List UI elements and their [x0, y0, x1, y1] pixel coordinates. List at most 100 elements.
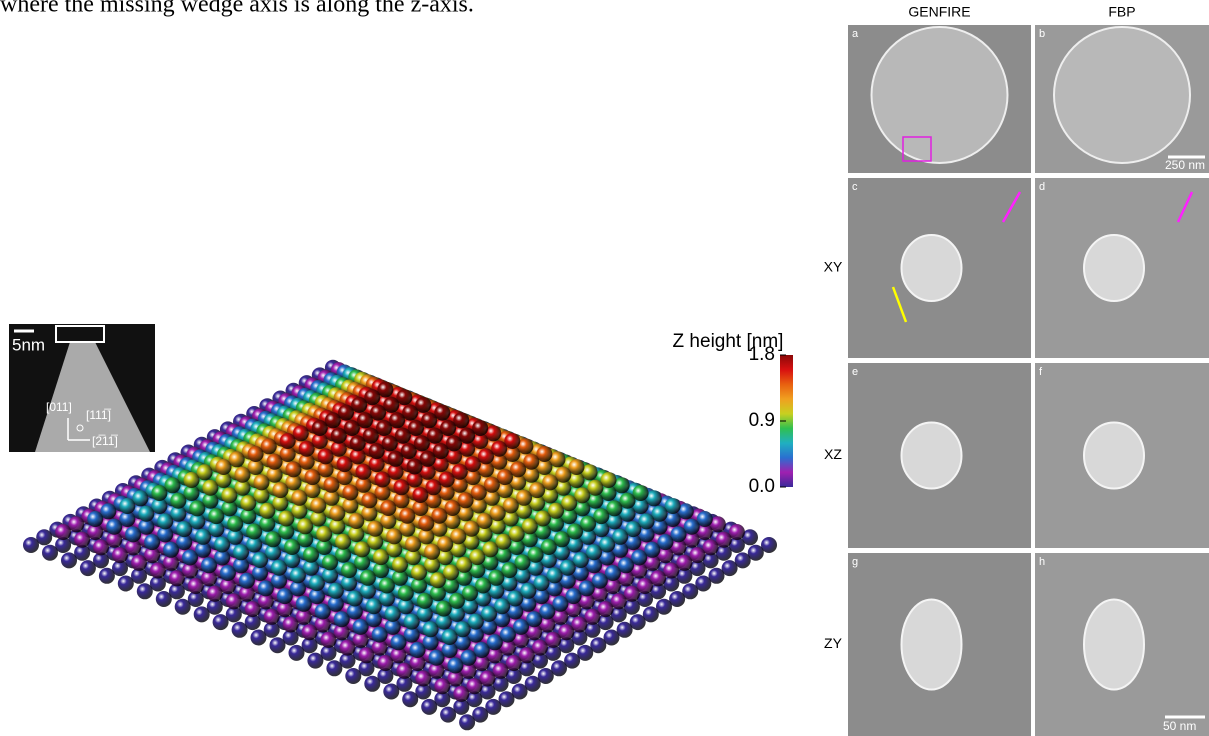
atom: [383, 684, 399, 700]
atom: [284, 539, 300, 555]
atom: [434, 678, 450, 694]
atom: [194, 606, 210, 622]
atom: [396, 663, 412, 679]
atom: [377, 655, 393, 671]
atom: [369, 443, 385, 459]
panel-label: c: [852, 181, 858, 193]
atom: [348, 513, 364, 529]
scale-bar-label: 250 nm: [1165, 158, 1205, 172]
atom: [342, 485, 358, 501]
atom: [61, 552, 77, 568]
atom: [239, 573, 255, 589]
scale-bar-label: 50 nm: [1163, 719, 1196, 733]
atom: [245, 601, 261, 617]
atom: [265, 531, 281, 547]
atom: [421, 699, 437, 715]
atom: [430, 572, 446, 588]
atom: [375, 472, 391, 488]
atom: [144, 534, 160, 550]
atom: [324, 477, 340, 493]
atom: [106, 519, 122, 535]
atom: [453, 686, 469, 702]
atom: [233, 544, 249, 560]
atom: [402, 691, 418, 707]
atom: [417, 593, 433, 609]
atom: [364, 676, 380, 692]
atom: [221, 487, 237, 503]
atom: [99, 568, 115, 584]
atom: [195, 529, 211, 545]
atom: [411, 565, 427, 581]
atom: [398, 585, 414, 601]
page: where the missing wedge axis is along th…: [0, 0, 1209, 736]
atom: [150, 563, 166, 579]
atom: [347, 591, 363, 607]
atom: [208, 508, 224, 524]
atom: [410, 642, 426, 658]
row-label: ZY: [824, 635, 843, 651]
atom: [318, 448, 334, 464]
atom: [258, 580, 274, 596]
atom: [312, 420, 328, 436]
atom: [341, 562, 357, 578]
atom: [380, 500, 396, 516]
atom: [442, 629, 458, 645]
atom: [367, 521, 383, 537]
atom: [310, 498, 326, 514]
atom: [299, 441, 315, 457]
atom: [163, 542, 179, 558]
atom: [169, 570, 185, 586]
panel-label: e: [852, 366, 858, 378]
colorbar-tick-label: 0.9: [749, 410, 775, 431]
atom: [254, 474, 270, 490]
atom: [214, 537, 230, 553]
atom: [309, 575, 325, 591]
atom: [188, 578, 204, 594]
atom: [297, 518, 313, 534]
vesicle: [902, 600, 962, 690]
atom: [394, 479, 410, 495]
atom: [418, 515, 434, 531]
atom: [189, 500, 205, 516]
atom: [459, 714, 475, 730]
row-label: XY: [824, 259, 843, 275]
panel-label: b: [1039, 28, 1045, 40]
atom: [182, 550, 198, 566]
atom: [440, 707, 456, 723]
atom: [176, 521, 192, 537]
atom: [307, 653, 323, 669]
atom: [359, 647, 375, 663]
atom: [345, 668, 361, 684]
direction-label: [2̅11̅]: [92, 434, 118, 448]
atom: [157, 513, 173, 529]
atom: [296, 596, 312, 612]
atom: [436, 601, 452, 617]
atom: [316, 526, 332, 542]
atom: [232, 622, 248, 638]
atom: [248, 446, 264, 462]
atom: [385, 606, 401, 622]
atom: [424, 544, 440, 560]
column-header: FBP: [1108, 4, 1135, 20]
atom: [386, 528, 402, 544]
atom: [335, 534, 351, 550]
atom: [184, 472, 200, 488]
atom: [202, 480, 218, 496]
direction-label: [111̅]: [86, 408, 112, 422]
atom: [138, 506, 154, 522]
atom: [220, 565, 236, 581]
atom: [302, 624, 318, 640]
atom: [388, 451, 404, 467]
atom: [207, 586, 223, 602]
panel-label: a: [852, 28, 859, 40]
atom: [360, 570, 376, 586]
cell-outline: [872, 27, 1008, 163]
atom: [137, 583, 153, 599]
atom: [340, 640, 356, 656]
atom: [447, 658, 463, 674]
atom: [429, 650, 445, 666]
atom: [278, 511, 294, 527]
atom: [125, 526, 141, 542]
vesicle: [902, 235, 962, 301]
atom: [379, 578, 395, 594]
